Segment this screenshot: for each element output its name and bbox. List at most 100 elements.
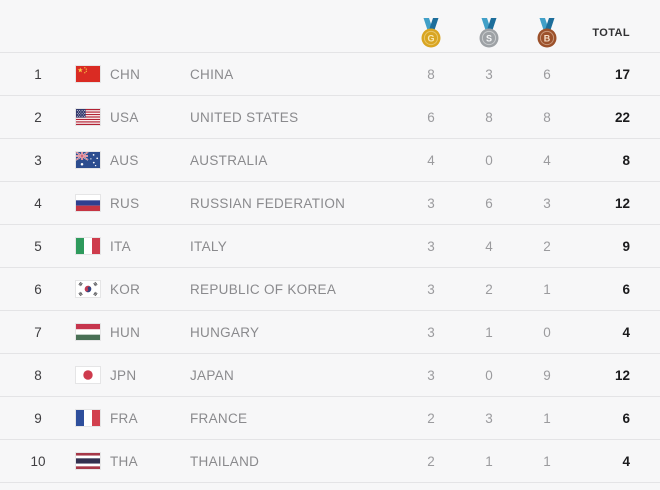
rank: 2: [34, 109, 42, 125]
table-row[interactable]: 9 FRA FRANCE 2 3 1 6: [0, 397, 660, 440]
country-flag-icon: [76, 109, 100, 125]
table-row[interactable]: 10 THA THAILAND 2 1 1 4: [0, 440, 660, 483]
country-flag-icon: [76, 195, 100, 211]
gold-count: 2: [427, 453, 435, 469]
silver-count: 3: [485, 410, 493, 426]
country-name: THAILAND: [190, 453, 260, 469]
total-count: 4: [622, 453, 630, 469]
bronze-count: 2: [543, 238, 551, 254]
country-name: FRANCE: [190, 410, 248, 426]
table-row[interactable]: 5 ITA ITALY 3 4 2 9: [0, 225, 660, 268]
rank: 10: [30, 453, 46, 469]
rank: 3: [34, 152, 42, 168]
total-count: 12: [614, 195, 630, 211]
table-row[interactable]: 2 USA UNITED STATES 6 8 8 22: [0, 96, 660, 139]
country-name: HUNGARY: [190, 324, 260, 340]
table-row[interactable]: 8 JPN JAPAN 3 0 9 12: [0, 354, 660, 397]
rank: 6: [34, 281, 42, 297]
total-count: 9: [622, 238, 630, 254]
rank: 8: [34, 367, 42, 383]
table-row[interactable]: 6 KOR REPUBLIC OF KOREA 3 2 1 6: [0, 268, 660, 311]
total-count: 6: [622, 410, 630, 426]
country-name: CHINA: [190, 66, 234, 82]
bronze-count: 0: [543, 324, 551, 340]
country-code: FRA: [110, 410, 138, 426]
flag-cell: [76, 238, 110, 254]
country-code: AUS: [110, 152, 139, 168]
silver-count: 1: [485, 453, 493, 469]
flag-cell: [76, 152, 110, 168]
total-count: 12: [614, 367, 630, 383]
bronze-count: 4: [543, 152, 551, 168]
country-code: HUN: [110, 324, 141, 340]
rank: 7: [34, 324, 42, 340]
bronze-count: 1: [543, 410, 551, 426]
country-name: JAPAN: [190, 367, 235, 383]
table-row[interactable]: 7 HUN HUNGARY 3 1 0 4: [0, 311, 660, 354]
total-count: 8: [622, 152, 630, 168]
silver-count: 4: [485, 238, 493, 254]
rank: 4: [34, 195, 42, 211]
silver-medal-icon: S: [460, 18, 518, 52]
gold-count: 3: [427, 195, 435, 211]
flag-cell: [76, 410, 110, 426]
gold-count: 3: [427, 367, 435, 383]
silver-count: 0: [485, 152, 493, 168]
flag-cell: [76, 453, 110, 469]
svg-text:S: S: [486, 33, 492, 43]
gold-count: 3: [427, 281, 435, 297]
country-flag-icon: [76, 152, 100, 168]
bronze-count: 8: [543, 109, 551, 125]
country-code: JPN: [110, 367, 137, 383]
table-row[interactable]: 3 AUS AUSTRALIA 4 0 4 8: [0, 139, 660, 182]
gold-count: 3: [427, 324, 435, 340]
gold-count: 8: [427, 66, 435, 82]
country-name: AUSTRALIA: [190, 152, 268, 168]
country-flag-icon: [76, 281, 100, 297]
total-count: 17: [614, 66, 630, 82]
silver-count: 8: [485, 109, 493, 125]
flag-cell: [76, 109, 110, 125]
gold-count: 4: [427, 152, 435, 168]
rank: 5: [34, 238, 42, 254]
country-code: CHN: [110, 66, 141, 82]
country-code: RUS: [110, 195, 140, 211]
table-row[interactable]: 1 CHN CHINA 8 3 6 17: [0, 53, 660, 96]
gold-medal-icon: G: [402, 18, 460, 52]
country-code: THA: [110, 453, 138, 469]
silver-count: 2: [485, 281, 493, 297]
flag-cell: [76, 66, 110, 82]
table-header: G S B TOTAL: [0, 0, 660, 53]
silver-count: 0: [485, 367, 493, 383]
bronze-count: 1: [543, 281, 551, 297]
silver-count: 1: [485, 324, 493, 340]
rows-container: 1 CHN CHINA 8 3 6 17 2 USA UNITED STATES…: [0, 53, 660, 483]
country-flag-icon: [76, 367, 100, 383]
gold-count: 2: [427, 410, 435, 426]
total-count: 4: [622, 324, 630, 340]
gold-count: 6: [427, 109, 435, 125]
bronze-medal-icon: B: [518, 18, 576, 52]
rank: 1: [34, 66, 42, 82]
country-flag-icon: [76, 410, 100, 426]
table-row[interactable]: 4 RUS RUSSIAN FEDERATION 3 6 3 12: [0, 182, 660, 225]
rank: 9: [34, 410, 42, 426]
flag-cell: [76, 195, 110, 211]
country-flag-icon: [76, 66, 100, 82]
bronze-count: 3: [543, 195, 551, 211]
country-name: REPUBLIC OF KOREA: [190, 281, 337, 297]
gold-count: 3: [427, 238, 435, 254]
country-name: ITALY: [190, 238, 228, 254]
bronze-count: 9: [543, 367, 551, 383]
flag-cell: [76, 324, 110, 340]
country-name: UNITED STATES: [190, 109, 299, 125]
bronze-count: 6: [543, 66, 551, 82]
country-code: ITA: [110, 238, 131, 254]
country-code: USA: [110, 109, 139, 125]
svg-text:B: B: [544, 33, 551, 43]
country-flag-icon: [76, 238, 100, 254]
silver-count: 6: [485, 195, 493, 211]
flag-cell: [76, 281, 110, 297]
total-count: 6: [622, 281, 630, 297]
